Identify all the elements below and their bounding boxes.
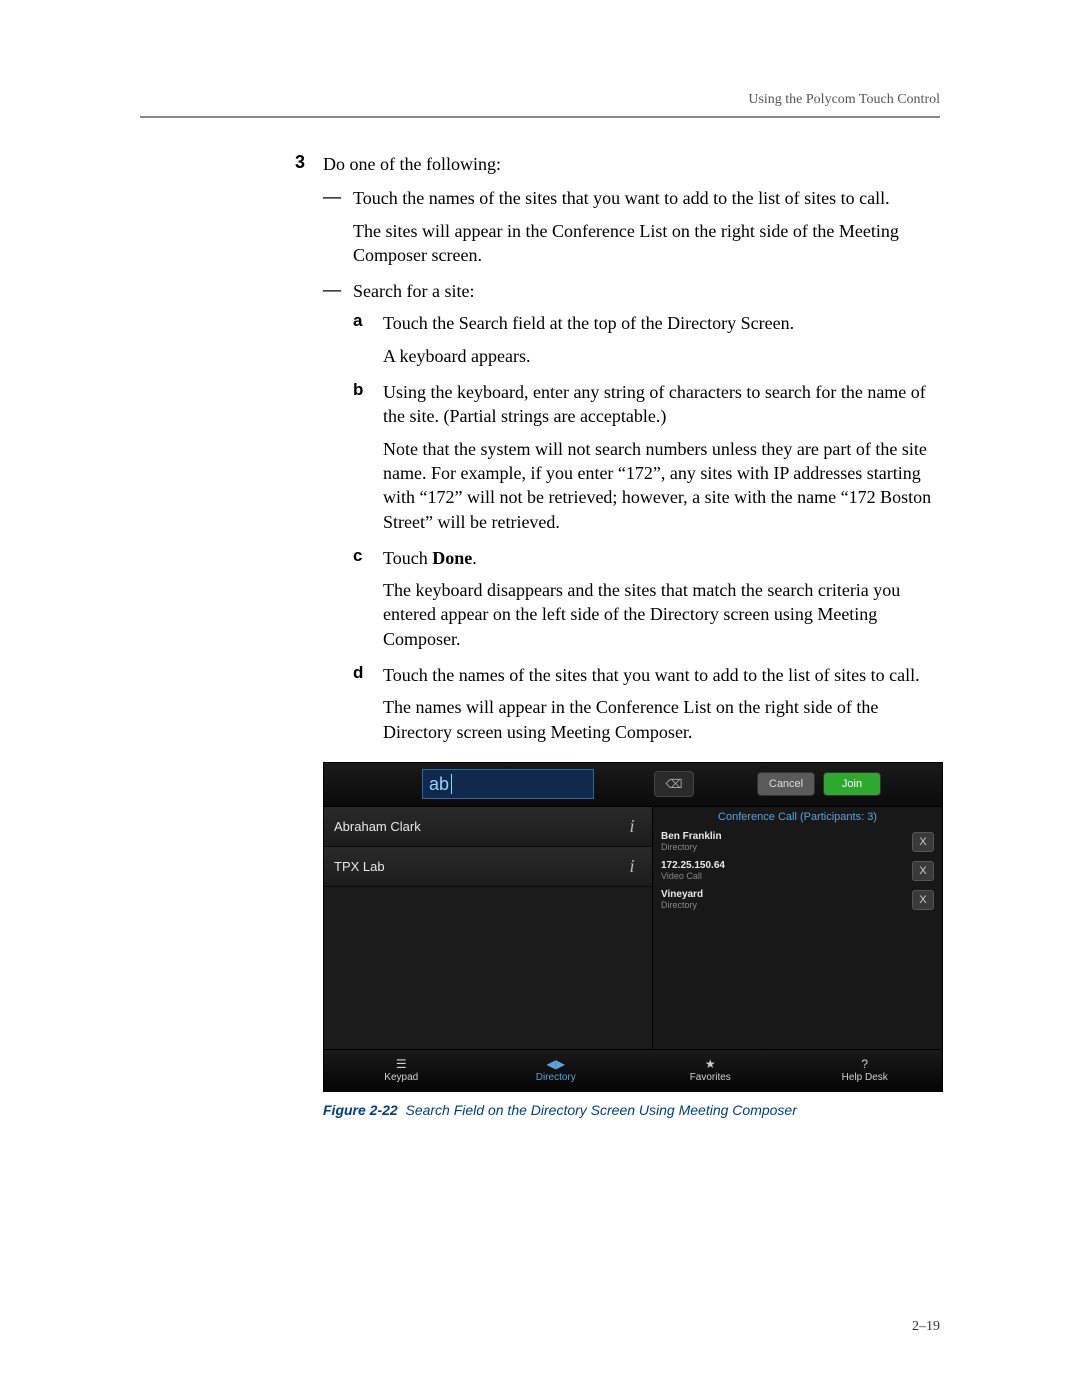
directory-icon: ◀▶: [547, 1057, 565, 1071]
join-button[interactable]: Join: [823, 772, 881, 796]
search-value: ab: [429, 774, 449, 795]
nav-label: Keypad: [384, 1072, 418, 1083]
bullet-dash: —: [323, 279, 353, 303]
keypad-icon: ☰: [396, 1057, 407, 1071]
step-number: 3: [295, 152, 323, 176]
sub-c-prefix: Touch: [383, 548, 432, 568]
info-icon[interactable]: i: [622, 816, 642, 836]
figure-caption: Figure 2-22 Search Field on the Director…: [323, 1102, 940, 1118]
conf-item-sub: Video Call: [661, 871, 725, 881]
conference-item[interactable]: Vineyard Directory X: [653, 887, 942, 916]
conference-item[interactable]: 172.25.150.64 Video Call X: [653, 858, 942, 887]
device-topbar: ab ⌫ Cancel Join: [324, 763, 942, 807]
bullet-dash: —: [323, 186, 353, 210]
sub-text-b: Using the keyboard, enter any string of …: [383, 380, 940, 429]
sub-follow-c: The keyboard disappears and the sites th…: [383, 578, 940, 651]
star-icon: ★: [705, 1057, 716, 1071]
page-number: 2–19: [912, 1319, 940, 1335]
bullet-text: Search for a site:: [353, 279, 940, 303]
conf-item-sub: Directory: [661, 842, 722, 852]
sub-text-a: Touch the Search field at the top of the…: [383, 311, 940, 335]
cancel-button[interactable]: Cancel: [757, 772, 815, 796]
header-rule: [140, 116, 940, 118]
sub-letter-a: a: [353, 311, 383, 335]
conf-item-name: Ben Franklin: [661, 831, 722, 843]
page-header: Using the Polycom Touch Control: [140, 92, 940, 108]
nav-label: Help Desk: [842, 1072, 888, 1083]
sub-follow-a: A keyboard appears.: [383, 344, 940, 368]
nav-keypad[interactable]: ☰ Keypad: [324, 1050, 479, 1091]
sub-c-suffix: .: [472, 548, 477, 568]
conference-item[interactable]: Ben Franklin Directory X: [653, 829, 942, 858]
figure-caption-text: Search Field on the Directory Screen Usi…: [405, 1102, 796, 1118]
sub-c-bold: Done: [432, 548, 472, 568]
directory-row-name: Abraham Clark: [334, 819, 421, 834]
conference-header: Conference Call (Participants: 3): [653, 807, 942, 829]
device-navbar: ☰ Keypad ◀▶ Directory ★ Favorites ? Help…: [324, 1049, 942, 1091]
bullet-follow: The sites will appear in the Conference …: [353, 219, 940, 268]
nav-label: Favorites: [690, 1072, 731, 1083]
nav-helpdesk[interactable]: ? Help Desk: [788, 1050, 943, 1091]
device-screenshot: ab ⌫ Cancel Join Abraham Clark i TPX Lab…: [323, 762, 943, 1092]
device-body: Abraham Clark i TPX Lab i Conference Cal…: [324, 807, 942, 1049]
directory-row-name: TPX Lab: [334, 859, 385, 874]
info-icon[interactable]: i: [622, 856, 642, 876]
sub-letter-b: b: [353, 380, 383, 429]
bullet-text: Touch the names of the sites that you wa…: [353, 186, 940, 210]
conf-item-name: 172.25.150.64: [661, 860, 725, 872]
directory-row[interactable]: TPX Lab i: [324, 847, 652, 887]
remove-button[interactable]: X: [912, 890, 934, 910]
sub-follow-b: Note that the system will not search num…: [383, 437, 940, 534]
nav-label: Directory: [536, 1072, 576, 1083]
search-input[interactable]: ab: [422, 769, 594, 799]
backspace-button[interactable]: ⌫: [654, 771, 694, 797]
conf-item-name: Vineyard: [661, 889, 703, 901]
step-text: Do one of the following:: [323, 152, 940, 176]
nav-directory[interactable]: ◀▶ Directory: [479, 1050, 634, 1091]
remove-button[interactable]: X: [912, 861, 934, 881]
sub-follow-d: The names will appear in the Conference …: [383, 695, 940, 744]
directory-list: Abraham Clark i TPX Lab i: [324, 807, 652, 1049]
sub-text-d: Touch the names of the sites that you wa…: [383, 663, 940, 687]
nav-favorites[interactable]: ★ Favorites: [633, 1050, 788, 1091]
conf-item-sub: Directory: [661, 900, 703, 910]
sub-letter-d: d: [353, 663, 383, 687]
figure-label: Figure 2-22: [323, 1102, 398, 1118]
conference-panel: Conference Call (Participants: 3) Ben Fr…: [652, 807, 942, 1049]
help-icon: ?: [861, 1057, 868, 1071]
directory-row[interactable]: Abraham Clark i: [324, 807, 652, 847]
sub-text-c: Touch Done.: [383, 546, 940, 570]
text-cursor: [451, 774, 452, 794]
sub-letter-c: c: [353, 546, 383, 570]
remove-button[interactable]: X: [912, 832, 934, 852]
